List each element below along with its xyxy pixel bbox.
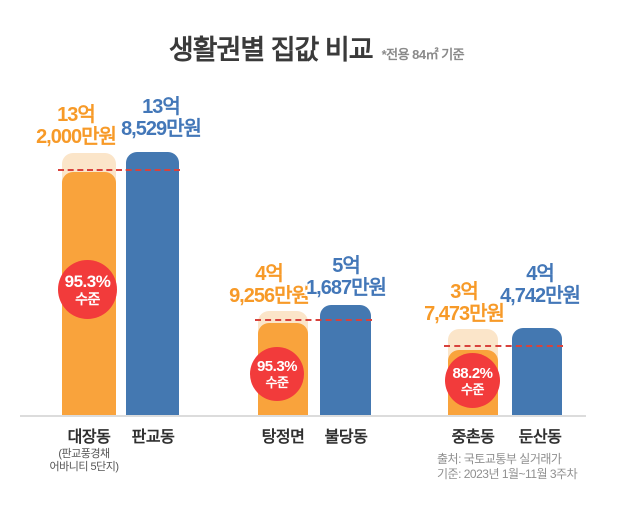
x-axis-label-buldang: 불당동 (324, 429, 368, 446)
ratio-suffix: 수준 (461, 381, 484, 397)
bar-pangyo (126, 152, 179, 415)
ratio-badge-3: 88.2% 수준 (445, 353, 500, 408)
chart-title: 생활권별 집값 비교 (168, 35, 374, 65)
basis-line: 기준: 2023년 1월~11월 3주차 (437, 467, 578, 481)
value-label-buldang: 5억 1,687만원 (271, 255, 421, 299)
value-line2: 7,473만원 (424, 303, 505, 325)
comparison-dashed-line-1 (58, 169, 180, 171)
value-line2: 1,687만원 (306, 277, 387, 299)
ratio-badge-2: 95.3% 수준 (250, 347, 304, 401)
value-line2: 9,256만원 (229, 285, 310, 307)
value-label-dunsan: 4억 4,742만원 (465, 263, 615, 307)
sublabel-line1: (판교풍경채 (58, 448, 110, 460)
value-line1: 4억 (526, 263, 555, 285)
bar-buldang (320, 305, 371, 415)
x-axis-label-jungchon: 중촌동 (451, 429, 495, 446)
value-line1: 13억 (142, 96, 181, 118)
source-line: 출처: 국토교통부 실거래가 (437, 452, 562, 466)
ratio-percent: 88.2% (452, 364, 493, 382)
x-axis-label-pangyo: 판교동 (131, 429, 175, 446)
bar-dunsan (512, 328, 562, 415)
x-axis-label-daejang: 대장동 (67, 429, 111, 446)
daejang-complex-sublabel: (판교풍경채 어바니티 5단지) (14, 448, 154, 474)
ratio-suffix: 수준 (265, 375, 289, 390)
value-line2: 2,000만원 (36, 126, 117, 148)
ratio-suffix: 수준 (75, 291, 100, 307)
value-line2: 8,529만원 (121, 118, 202, 140)
sublabel-line2: 어바니티 5단지) (49, 461, 119, 473)
chart-title-row: 생활권별 집값 비교 *전용 84㎡ 기준 (0, 28, 633, 67)
value-line1: 13억 (57, 104, 96, 126)
value-label-pangyo: 13억 8,529만원 (86, 96, 236, 140)
value-line1: 3억 (450, 281, 479, 303)
ratio-badge-1: 95.3% 수준 (58, 260, 117, 319)
value-label-tangjeong: 4억 9,256만원 (194, 263, 344, 307)
x-axis-label-dunsan: 둔산동 (518, 429, 562, 446)
ratio-percent: 95.3% (256, 358, 298, 375)
value-line1: 4억 (255, 263, 284, 285)
comparison-dashed-line-2 (255, 319, 372, 321)
chart-subtitle: *전용 84㎡ 기준 (381, 47, 465, 62)
ratio-percent: 95.3% (64, 272, 111, 291)
value-label-jungchon: 3억 7,473만원 (389, 281, 539, 325)
comparison-dashed-line-3 (444, 345, 563, 347)
x-axis-label-tangjeong: 탕정면 (261, 429, 305, 446)
value-line1: 5억 (332, 255, 361, 277)
value-line2: 4,742만원 (500, 285, 581, 307)
chart-source-note: 출처: 국토교통부 실거래가 기준: 2023년 1월~11월 3주차 (437, 452, 578, 482)
x-axis-baseline (20, 415, 586, 417)
value-label-daejang: 13억 2,000만원 (1, 104, 151, 148)
